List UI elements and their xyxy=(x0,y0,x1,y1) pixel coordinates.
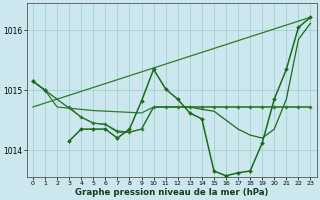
X-axis label: Graphe pression niveau de la mer (hPa): Graphe pression niveau de la mer (hPa) xyxy=(75,188,268,197)
